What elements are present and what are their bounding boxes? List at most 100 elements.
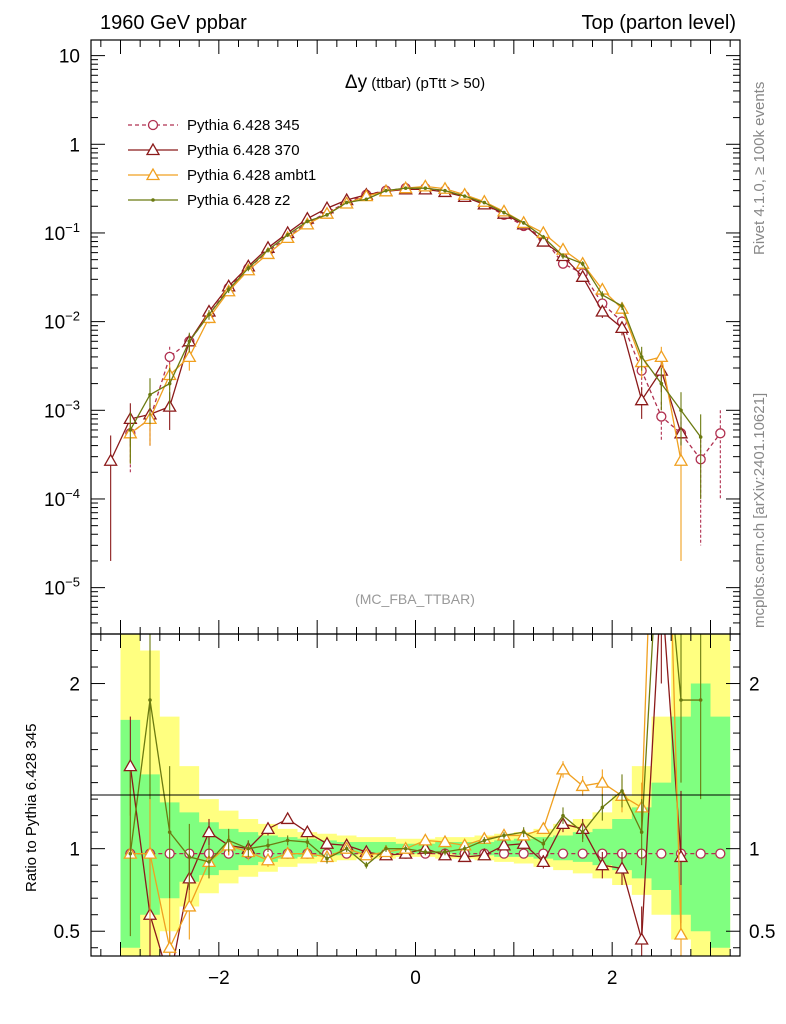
main-ytick-exp: −2 [65,309,80,324]
series-1-ratio-point [457,849,472,863]
series-3-point [266,248,270,252]
series-3-ratio-point [364,863,369,867]
series-3-ratio-point [325,856,329,861]
series-3-ratio-point [246,846,251,851]
series-3-ratio-point [639,830,644,834]
main-ytick-label: 10−2 [44,309,80,334]
ratio-ytick-label-right: 0.5 [749,922,775,943]
series-3-point [561,254,565,258]
series-3-ratio-point [167,830,172,834]
series-0-ratio-point [557,848,569,859]
ratio-ylabel: Ratio to Pythia 6.428 345 [23,724,40,892]
header-left-title: 1960 GeV ppbar [100,12,247,34]
series-3-point [344,200,349,205]
series-0-ratio-point [577,848,588,859]
series-1-ratio-point [614,861,630,874]
main-ytick-label: 10−3 [44,397,80,422]
main-ytick-base: 10 [44,313,65,334]
series-3-point [482,200,487,205]
series-1-ratio-point [595,857,610,871]
series-1-point [103,453,118,466]
series-2-ratio-point [655,248,667,259]
series-1-ratio-point [516,836,531,849]
series-2-ratio-point [575,778,590,792]
series-1-ratio-point [260,821,276,835]
series-3-point [305,219,310,224]
series-2-point [654,349,669,363]
side-label-mcplots: mcplots.cern.ch [arXiv:2401.10621] [751,393,768,628]
xtick-label: −2 [208,968,230,989]
series-1-ratio-point [164,975,176,986]
main-ytick-base: 10 [44,401,65,422]
series-3-point [679,408,683,413]
main-ytick-label: 10−1 [44,220,80,245]
ratio-ytick-label: 0.5 [54,922,80,943]
series-3-ratio-point [600,805,605,810]
series-2-ratio-point [142,846,158,859]
series-3-ratio-point [521,830,526,834]
legend-label: Pythia 6.428 z2 [187,192,290,209]
series-1-line [110,188,682,461]
series-3-point [462,194,467,198]
series-2-line [129,185,682,461]
series-1-ratio-point [319,836,335,849]
chart-title-symbol: Δy [345,72,368,93]
series-3-ratio-point [344,846,349,851]
series-3-point [443,188,447,193]
series-0-ratio-point [656,848,667,859]
main-ytick-label: 10−4 [44,486,80,511]
legend-label: Pythia 6.428 345 [187,117,300,134]
main-series-layer [103,179,726,561]
series-1-ratio-point [300,824,315,838]
series-0-ratio-point [715,848,726,859]
series-3-point [128,428,133,432]
series-3-point [698,435,703,439]
series-1-ratio-point [477,847,492,861]
main-ytick-exp: −3 [65,397,80,412]
series-3-point [541,235,546,239]
series-2-ratio-point [300,846,315,859]
series-2-ratio-point [260,852,276,866]
series-1-ratio-point [280,811,295,825]
legend-label: Pythia 6.428 ambt1 [187,167,316,184]
series-0-point [715,428,726,439]
series-3-point [580,261,585,266]
series-3-ratio-point [462,846,467,851]
series-3-ratio-point [128,851,133,856]
series-3-line [129,187,702,438]
side-label-rivet: Rivet 4.1.0, ≥ 100k events [751,82,768,255]
legend-marker [145,142,161,156]
series-3-ratio-point [679,698,683,702]
main-ytick-exp: −5 [65,575,80,590]
series-2-ratio-point [437,834,453,848]
header-right-title: Top (parton level) [581,12,736,34]
main-ytick-base: 10 [44,579,65,600]
series-3-ratio-point [384,846,388,851]
series-0-point [164,351,175,363]
series-0-point [656,411,667,422]
legend-marker [147,119,159,131]
series-1-ratio-point [496,838,512,851]
series-3-ratio-point [482,838,487,843]
series-1-ratio-point [201,824,217,838]
series-3-ratio-point [285,838,290,843]
legend-marker [145,167,161,181]
series-2-ratio-point [536,821,551,835]
chart-title: Δy (ttbar) (pTtt > 50) [345,72,485,93]
series-0-line [129,187,721,461]
main-ytick-exp: −1 [65,220,80,235]
series-3-ratio-point [443,850,447,854]
ratio-ytick-label: 1 [69,840,80,861]
series-3-ratio-point [620,789,624,793]
series-3-ratio-point [226,838,231,843]
series-1-ratio-point [655,578,667,589]
main-ytick-base: 10 [44,224,65,245]
series-3-ratio-point [305,840,310,844]
series-0-ratio-point [695,848,706,859]
series-0-ratio-point [518,848,529,859]
series-2-ratio-point [162,940,177,953]
series-3-point [403,186,408,190]
series-1-ratio-point [123,758,138,772]
series-3-ratio-point [561,813,565,818]
series-3-point [620,304,624,308]
